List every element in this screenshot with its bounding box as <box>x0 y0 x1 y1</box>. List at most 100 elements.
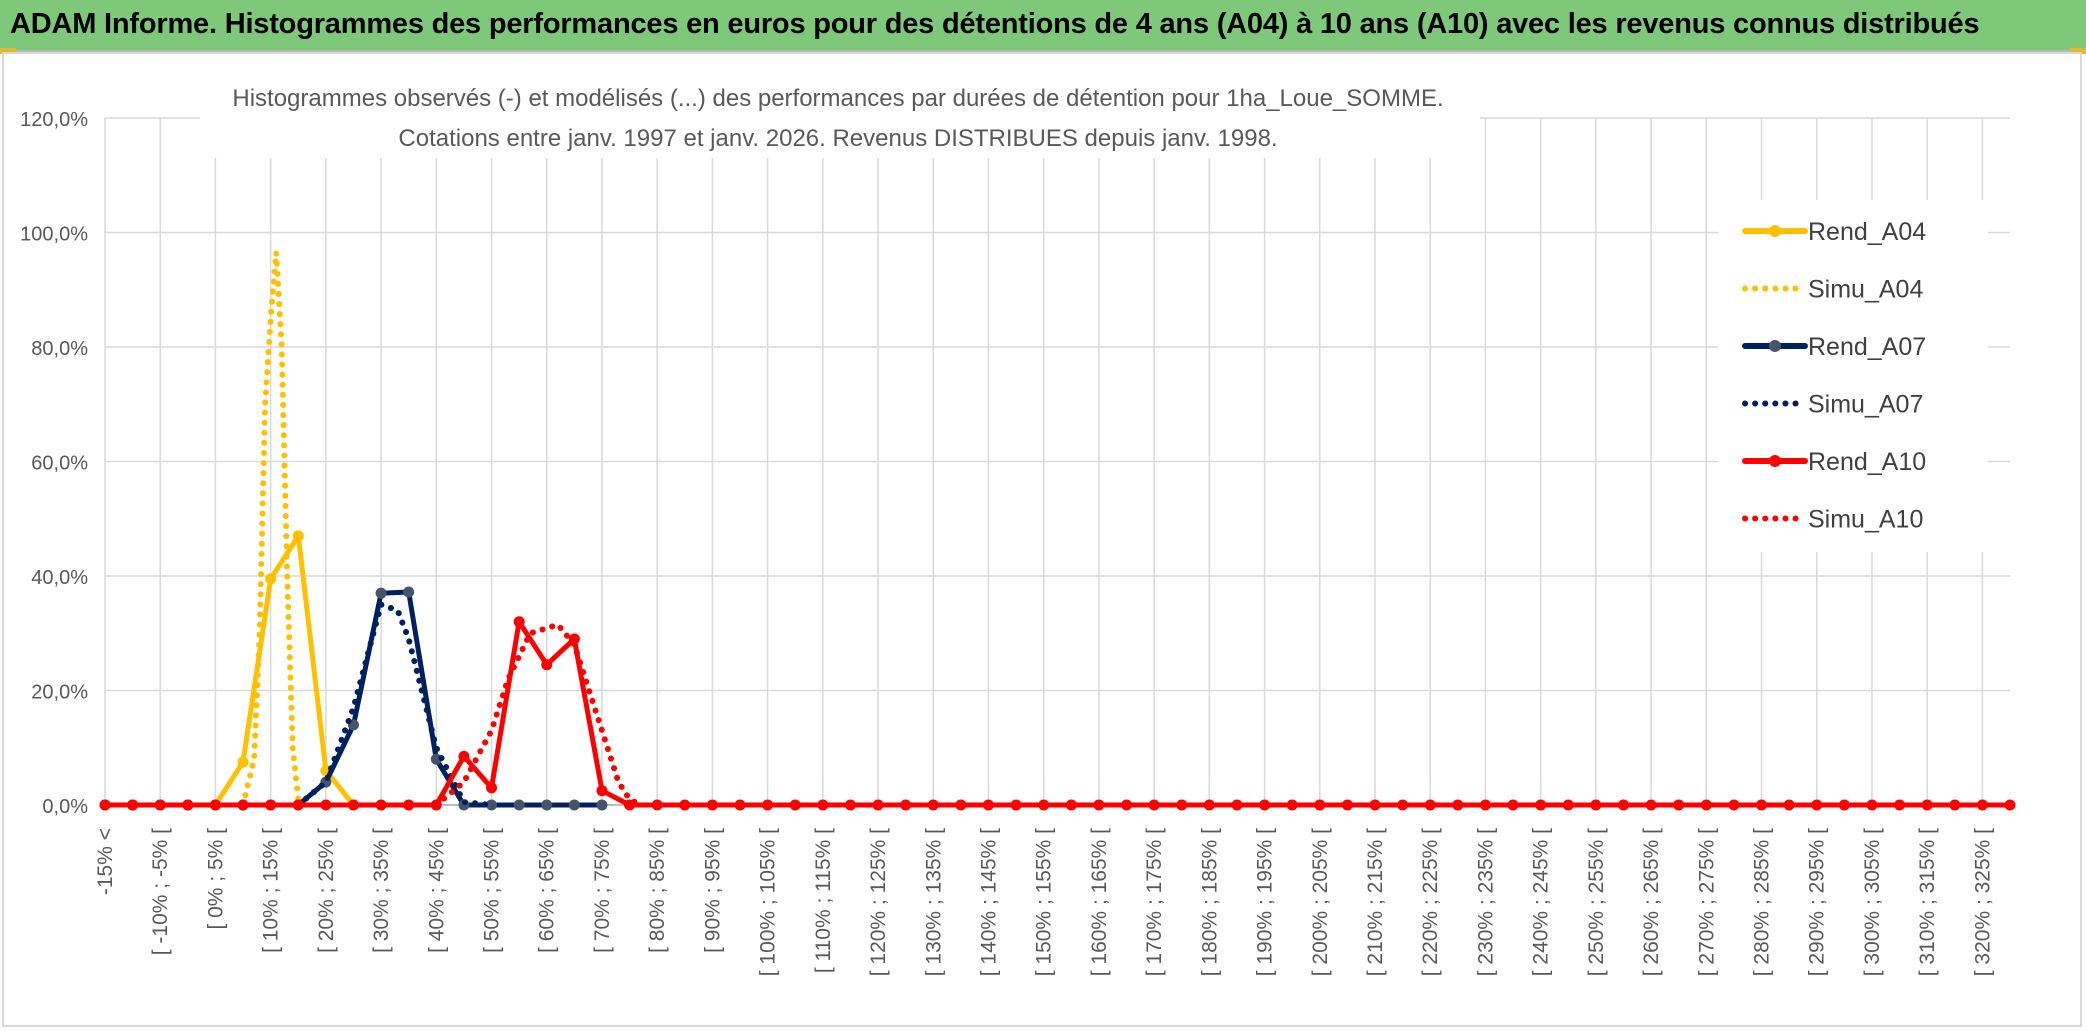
data-point-rend_a10 <box>927 799 939 811</box>
data-point-rend_a10 <box>2004 799 2016 811</box>
data-point-rend_a04 <box>292 530 304 542</box>
x-tick-label: [ 90% ; 95% [ <box>701 828 724 953</box>
legend-marker-rend_a04 <box>1769 225 1781 237</box>
data-point-rend_a10 <box>1424 799 1436 811</box>
data-point-rend_a07 <box>375 587 387 599</box>
data-point-rend_a10 <box>127 799 139 811</box>
x-tick-label: [ 80% ; 85% [ <box>646 828 669 953</box>
data-point-rend_a10 <box>596 785 608 797</box>
data-point-rend_a10 <box>403 799 415 811</box>
data-point-rend_a10 <box>1728 799 1740 811</box>
y-tick-label: 60,0% <box>31 453 88 475</box>
data-point-rend_a10 <box>1121 799 1133 811</box>
legend-background <box>1718 200 1988 552</box>
data-point-rend_a10 <box>1010 799 1022 811</box>
x-tick-label: [ 0% ; 5% [ <box>204 828 227 930</box>
x-tick-label: [ 190% ; 195% [ <box>1254 828 1277 976</box>
data-point-rend_a10 <box>872 799 884 811</box>
y-tick-label: 40,0% <box>31 567 88 589</box>
y-tick-label: 120,0% <box>20 109 88 131</box>
x-tick-label: [ 60% ; 65% [ <box>536 828 559 953</box>
series-line-simu_a04 <box>240 249 307 808</box>
data-point-rend_a10 <box>486 782 498 794</box>
data-point-rend_a10 <box>1093 799 1105 811</box>
data-point-rend_a10 <box>154 799 166 811</box>
data-point-rend_a10 <box>513 616 525 628</box>
x-tick-label: [ 100% ; 105% [ <box>757 828 780 976</box>
data-point-rend_a10 <box>1259 799 1271 811</box>
data-point-rend_a10 <box>375 799 387 811</box>
x-tick-label: [ 180% ; 185% [ <box>1198 828 1221 976</box>
x-tick-label: [ 70% ; 75% [ <box>591 828 614 953</box>
data-point-rend_a10 <box>762 799 774 811</box>
x-tick-label: [ 290% ; 295% [ <box>1806 828 1829 976</box>
chart-frame <box>2 52 2082 1027</box>
data-point-rend_a10 <box>817 799 829 811</box>
data-point-rend_a10 <box>1645 799 1657 811</box>
data-point-rend_a10 <box>955 799 967 811</box>
data-point-rend_a10 <box>844 799 856 811</box>
x-tick-label: [ 170% ; 175% [ <box>1143 828 1166 976</box>
x-tick-label: [ 230% ; 235% [ <box>1474 828 1497 976</box>
data-point-rend_a10 <box>1866 799 1878 811</box>
x-tick-label: [ 120% ; 125% [ <box>867 828 890 976</box>
data-point-rend_a04 <box>237 756 249 768</box>
data-point-rend_a10 <box>1838 799 1850 811</box>
legend-label-simu_a10: Simu_A10 <box>1808 506 1923 534</box>
data-point-rend_a10 <box>1065 799 1077 811</box>
report-banner: ADAM Informe. Histogrammes des performan… <box>0 0 2086 52</box>
series-line-rend_a10 <box>102 619 2013 808</box>
legend-label-simu_a07: Simu_A07 <box>1808 391 1923 419</box>
x-axis: -15% < [ -10% ; -5% [[ 0% ; 5% [[ 10% ; 1… <box>94 804 2010 976</box>
data-point-rend_a10 <box>679 799 691 811</box>
data-point-rend_a10 <box>1397 799 1409 811</box>
series-line-rend_a07 <box>102 589 605 808</box>
series-group <box>99 249 2016 811</box>
data-point-rend_a07 <box>403 586 415 598</box>
data-point-rend_a10 <box>458 750 470 762</box>
y-tick-label: 100,0% <box>20 224 88 246</box>
y-tick-label: 80,0% <box>31 338 88 360</box>
x-tick-label: [ 270% ; 275% [ <box>1695 828 1718 976</box>
data-point-rend_a10 <box>1921 799 1933 811</box>
data-point-rend_a10 <box>1286 799 1298 811</box>
x-tick-label: [ 150% ; 155% [ <box>1033 828 1056 976</box>
data-point-rend_a07 <box>568 799 580 811</box>
data-point-rend_a10 <box>982 799 994 811</box>
data-point-rend_a10 <box>1590 799 1602 811</box>
legend-marker-rend_a10 <box>1769 455 1781 467</box>
x-tick-label: [ 280% ; 285% [ <box>1751 828 1774 976</box>
chart-title-line-2: Cotations entre janv. 1997 et janv. 2026… <box>398 125 1277 152</box>
data-point-rend_a10 <box>541 659 553 671</box>
y-axis: 0,0% 20,0% 40,0% 60,0% 80,0% 100,0% 120,0% <box>20 109 88 818</box>
data-point-rend_a10 <box>347 799 359 811</box>
data-point-rend_a10 <box>706 799 718 811</box>
data-point-rend_a10 <box>1203 799 1215 811</box>
x-tick-label: [ 220% ; 225% [ <box>1419 828 1442 976</box>
data-point-rend_a10 <box>1811 799 1823 811</box>
legend-label-simu_a04: Simu_A04 <box>1808 276 1923 304</box>
data-point-rend_a10 <box>237 799 249 811</box>
data-point-rend_a10 <box>1535 799 1547 811</box>
x-tick-label: [ 310% ; 315% [ <box>1916 828 1939 976</box>
data-point-rend_a10 <box>1976 799 1988 811</box>
report-title: ADAM Informe. Histogrammes des performan… <box>10 8 1980 40</box>
data-point-rend_a10 <box>1783 799 1795 811</box>
data-point-rend_a10 <box>789 799 801 811</box>
x-tick-label: [ 140% ; 145% [ <box>977 828 1000 976</box>
data-point-rend_a10 <box>265 799 277 811</box>
data-point-rend_a07 <box>596 799 608 811</box>
data-point-rend_a10 <box>1148 799 1160 811</box>
x-tick-label: [ 30% ; 35% [ <box>370 828 393 953</box>
x-tick-label: [ 200% ; 205% [ <box>1309 828 1332 976</box>
data-point-rend_a10 <box>1617 799 1629 811</box>
data-point-rend_a07 <box>541 799 553 811</box>
x-tick-label: [ 210% ; 215% [ <box>1364 828 1387 976</box>
x-tick-label: [ 130% ; 135% [ <box>922 828 945 976</box>
x-tick-label: [ 260% ; 265% [ <box>1640 828 1663 976</box>
data-point-rend_a10 <box>1562 799 1574 811</box>
legend: Rend_A04 Simu_A04 Rend_A07 Simu_A07 Rend_A10… <box>1718 200 1988 552</box>
legend-label-rend_a04: Rend_A04 <box>1808 218 1926 246</box>
x-tick-label: [ 240% ; 245% [ <box>1530 828 1553 976</box>
